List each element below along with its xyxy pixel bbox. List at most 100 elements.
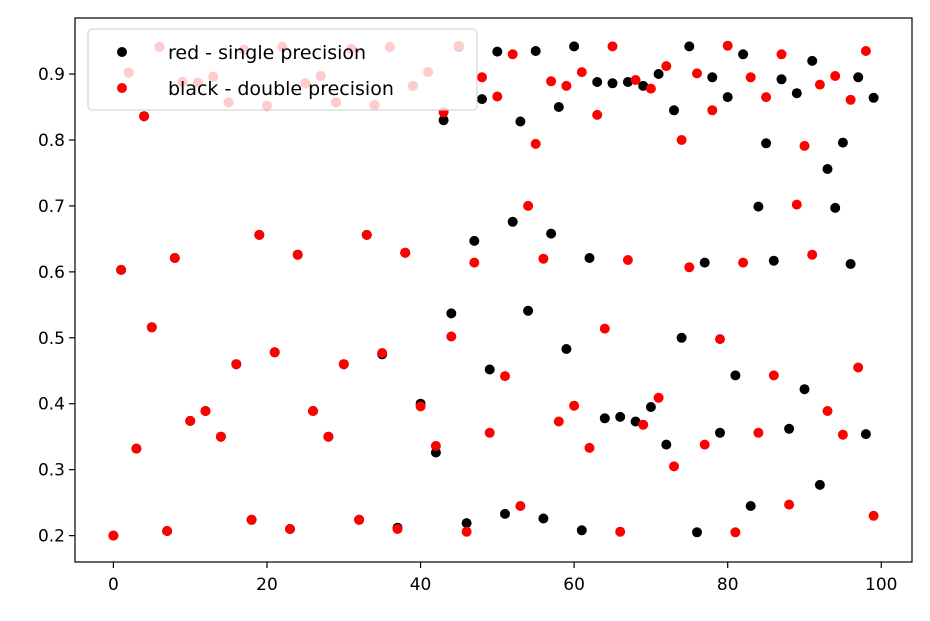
data-point <box>200 406 211 416</box>
data-point <box>285 524 295 534</box>
data-point <box>630 416 641 427</box>
data-point <box>715 334 725 345</box>
data-point <box>653 392 664 403</box>
data-point <box>438 115 449 126</box>
data-point <box>538 513 549 524</box>
data-point <box>868 92 879 103</box>
data-point <box>469 257 480 268</box>
plot-frame <box>74 17 913 563</box>
data-point <box>761 92 772 103</box>
data-point <box>860 429 871 440</box>
data-point <box>323 431 334 442</box>
data-point <box>254 229 265 240</box>
data-point <box>500 371 510 382</box>
data-point <box>699 257 710 268</box>
y-tick-label: 0.6 <box>38 263 65 283</box>
data-point <box>853 362 864 373</box>
x-tick-label: 20 <box>256 575 278 595</box>
data-point <box>607 78 618 89</box>
data-point <box>553 416 564 427</box>
data-point <box>185 415 196 426</box>
data-point <box>622 255 633 265</box>
data-point <box>162 526 173 536</box>
data-point <box>722 92 733 103</box>
data-point <box>599 323 610 334</box>
data-point <box>791 199 802 210</box>
data-point <box>515 501 526 511</box>
data-point <box>738 49 749 60</box>
data-point <box>753 427 764 438</box>
data-point <box>837 429 848 440</box>
data-point <box>715 427 725 438</box>
data-point <box>131 443 142 454</box>
y-tick-label: 0.2 <box>38 527 65 547</box>
data-point <box>807 249 818 260</box>
data-point <box>837 137 848 148</box>
data-point <box>784 499 795 510</box>
x-tick-label: 60 <box>563 575 585 595</box>
data-point <box>561 344 572 354</box>
data-point <box>807 55 818 66</box>
data-point <box>546 228 557 239</box>
data-point <box>638 419 649 430</box>
data-point <box>745 72 756 83</box>
data-point <box>584 253 595 263</box>
data-point <box>661 439 672 450</box>
data-point <box>730 527 741 538</box>
data-point <box>753 201 764 212</box>
data-point <box>530 138 541 149</box>
y-tick-label: 0.3 <box>38 461 65 481</box>
data-point <box>292 249 303 260</box>
y-tick-label: 0.5 <box>38 329 65 349</box>
data-point <box>814 479 825 490</box>
data-point <box>231 359 242 370</box>
x-tick-label: 40 <box>410 575 432 595</box>
data-point <box>546 76 557 87</box>
data-point <box>860 46 871 56</box>
data-point <box>638 80 649 91</box>
data-point <box>707 105 718 116</box>
data-point <box>645 402 656 412</box>
data-point <box>461 518 472 529</box>
data-point <box>592 109 603 120</box>
data-point <box>446 331 457 342</box>
x-tick-label: 0 <box>108 575 119 595</box>
data-point <box>814 79 825 90</box>
data-point <box>515 116 526 127</box>
data-point <box>553 102 564 112</box>
data-point <box>868 510 879 521</box>
legend-box <box>87 28 478 111</box>
data-point <box>845 94 856 105</box>
data-point <box>592 77 603 87</box>
data-point <box>822 406 833 416</box>
data-point <box>215 431 226 442</box>
data-point <box>139 111 150 122</box>
data-point <box>477 72 487 83</box>
data-point <box>630 75 641 85</box>
data-point <box>730 370 741 381</box>
data-point <box>830 71 841 81</box>
data-point <box>246 514 257 525</box>
data-point <box>377 348 388 358</box>
data-point <box>645 83 656 94</box>
data-point <box>853 72 864 83</box>
data-point <box>538 253 549 264</box>
data-point <box>699 439 710 450</box>
data-point <box>507 49 518 60</box>
data-point <box>400 247 411 258</box>
y-axis: 0.2 0.3 0.4 0.5 0.6 0.7 0.8 0.9 <box>38 65 75 547</box>
data-point <box>791 88 802 99</box>
data-point <box>669 105 679 116</box>
legend-label-single-precision: red - single precision <box>168 42 366 64</box>
data-point <box>484 364 495 375</box>
data-point <box>745 501 756 511</box>
data-point <box>461 526 472 537</box>
x-tick-label: 100 <box>865 575 897 595</box>
data-point <box>607 41 618 52</box>
data-point <box>576 525 587 536</box>
data-point <box>822 164 833 174</box>
data-point <box>615 411 626 422</box>
data-point <box>500 508 510 519</box>
data-point <box>354 514 365 525</box>
legend-marker-double-precision <box>117 83 127 93</box>
